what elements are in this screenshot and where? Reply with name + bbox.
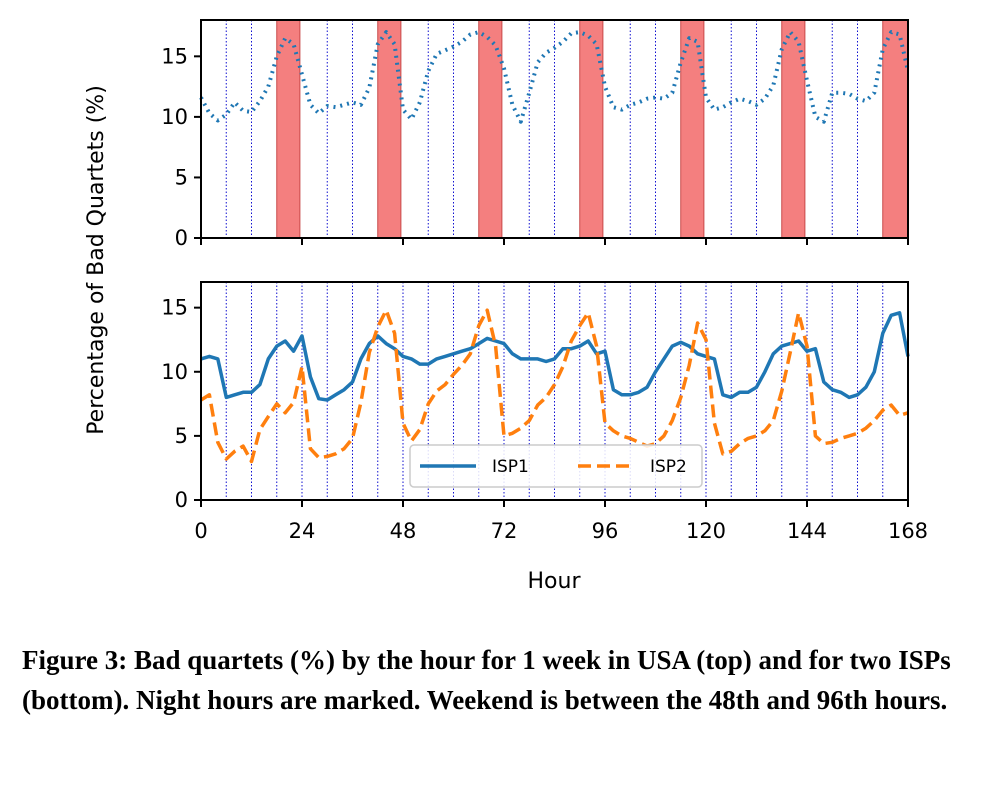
plot-frame — [200, 19, 909, 239]
x-tick-label: 144 — [787, 519, 827, 543]
figure-caption: Figure 3: Bad quartets (%) by the hour f… — [22, 645, 951, 715]
y-tick-label: 10 — [161, 105, 188, 129]
x-tick-label: 0 — [194, 519, 207, 543]
y-tick-label: 0 — [175, 226, 188, 250]
shaded-interval — [377, 19, 402, 239]
y-tick-label: 0 — [175, 488, 188, 512]
x-tick-label: 72 — [491, 519, 518, 543]
top-panel: 0 5 10 15 — [161, 19, 910, 250]
legend-box — [409, 444, 703, 488]
series-line-series-0 — [199, 30, 910, 124]
plot-frame — [200, 281, 909, 501]
y-axis-label: Percentage of Bad Quartets (%) — [84, 85, 109, 435]
x-axis-label: Hour — [528, 569, 582, 594]
bottom-panel: 0 5 10 15 0 24 48 72 96 120 144 168 ISP1 ISP2 — [161, 281, 928, 543]
x-tick-label: 24 — [289, 519, 316, 543]
legend-label-isp2: ISP2 — [650, 457, 687, 477]
y-tick-label: 10 — [161, 360, 188, 384]
x-tick-label: 48 — [390, 519, 417, 543]
x-tick-label: 120 — [686, 519, 726, 543]
y-tick-label: 15 — [161, 44, 188, 68]
legend-label-isp1: ISP1 — [492, 457, 529, 477]
y-tick-label: 15 — [161, 296, 188, 320]
series-line-isp2 — [200, 308, 909, 464]
shaded-interval — [478, 19, 503, 239]
x-tick-label: 96 — [592, 519, 619, 543]
y-tick-label: 5 — [175, 165, 188, 189]
x-tick-label: 168 — [888, 519, 928, 543]
series-line-isp1 — [200, 311, 910, 402]
shaded-interval — [781, 19, 806, 239]
y-tick-label: 5 — [175, 424, 188, 448]
shaded-interval — [579, 19, 604, 239]
